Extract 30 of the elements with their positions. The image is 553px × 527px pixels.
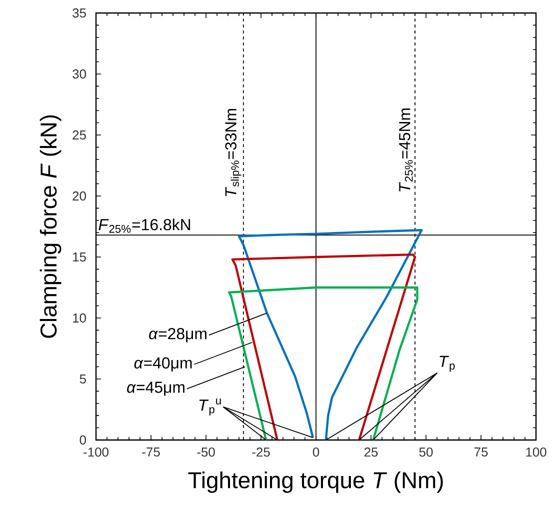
ref-line-label: F$_{25%}$=16.8kN (98, 218, 190, 233)
x-tick-label: 0 (312, 448, 320, 457)
line-series (228, 286, 418, 442)
annotation: T$_{p}$u (199, 398, 221, 416)
y-axis-title: Clamping force F (kN) (40, 115, 62, 338)
y-tick-label: 10 (73, 313, 86, 323)
annotation: α=45μm (127, 382, 184, 396)
x-tick-label: 75 (474, 448, 488, 457)
annotation: T$_{slip%}$=33Nm (225, 108, 242, 196)
x-tick-label: -50 (197, 448, 215, 457)
y-tick-label: 5 (80, 374, 86, 384)
line-series (238, 229, 423, 442)
x-tick-label: 50 (419, 448, 433, 457)
y-tick-label: 20 (72, 191, 86, 201)
x-tick-label: -100 (84, 448, 108, 457)
x-tick-label: 100 (526, 448, 546, 457)
annotation: α=28μm (149, 328, 206, 342)
y-tick-label: 15 (73, 252, 86, 262)
y-tick-label: 35 (72, 8, 86, 18)
y-tick-label: 25 (72, 130, 86, 140)
x-axis-title: Tightening torque T (Nm) (188, 472, 443, 493)
y-tick-label: 0 (80, 435, 86, 445)
annotation: T$_{p}$ (440, 356, 455, 372)
annotation: α=40μm (134, 357, 192, 372)
x-tick-label: -25 (252, 448, 270, 457)
ref-line-label: T$_{25%}$=45Nm (399, 108, 413, 192)
y-tick-label: 30 (72, 69, 86, 79)
line-series (231, 253, 416, 442)
x-tick-label: -75 (142, 448, 160, 457)
x-tick-label: 25 (364, 448, 378, 457)
